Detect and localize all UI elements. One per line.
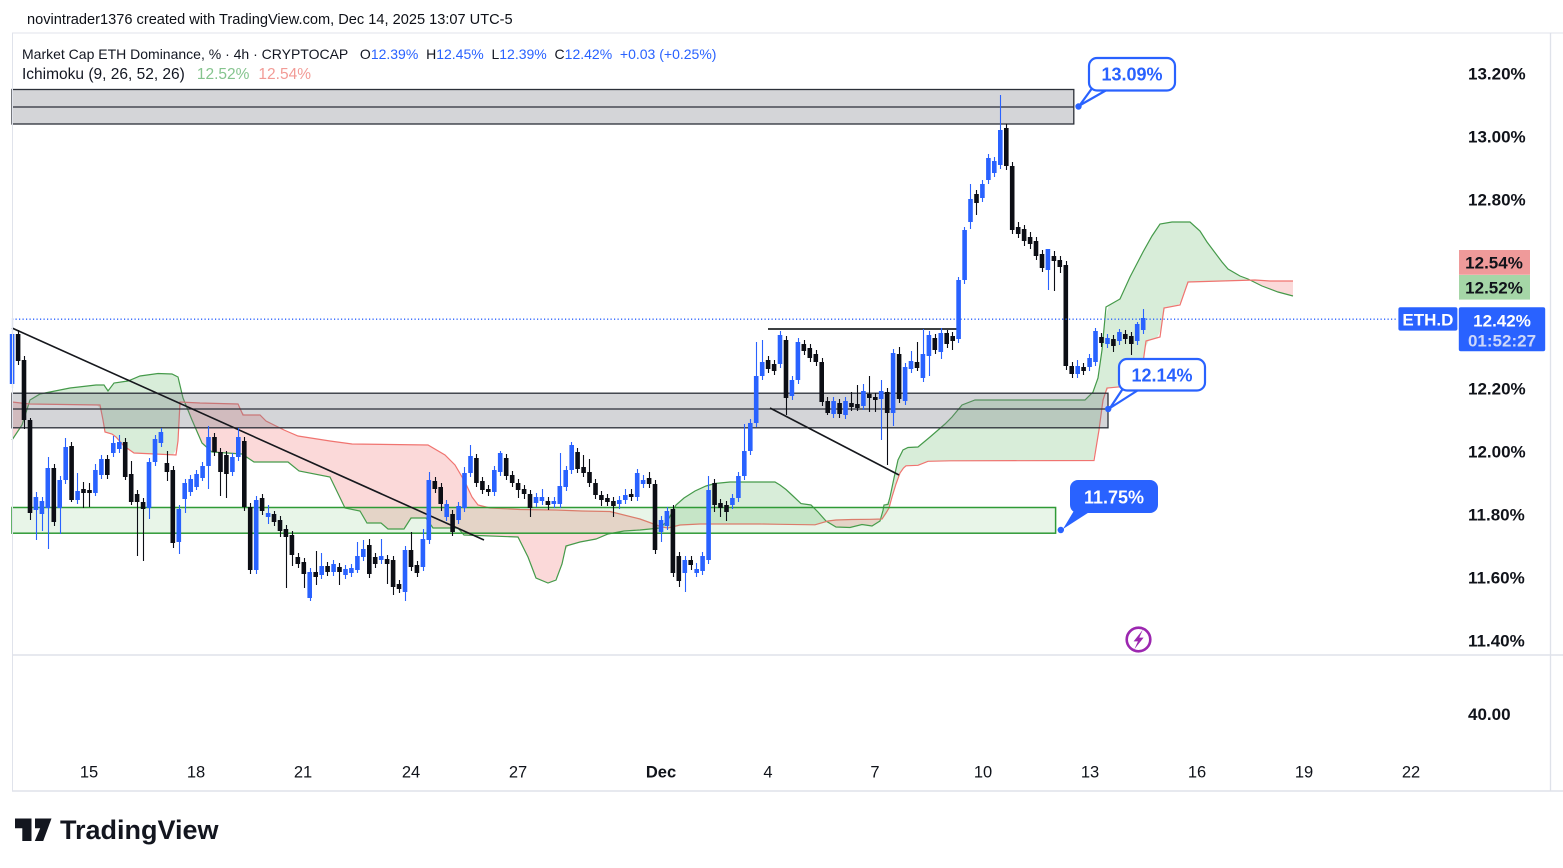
svg-text:01:52:27: 01:52:27	[1468, 331, 1536, 350]
svg-text:12.20%: 12.20%	[1468, 380, 1526, 399]
svg-text:18: 18	[187, 764, 205, 782]
svg-text:24: 24	[402, 764, 420, 782]
svg-text:13.00%: 13.00%	[1468, 128, 1526, 147]
svg-text:15: 15	[80, 764, 98, 782]
svg-text:12.14%: 12.14%	[1131, 366, 1192, 386]
svg-text:11.80%: 11.80%	[1468, 506, 1525, 525]
svg-text:22: 22	[1402, 764, 1420, 782]
svg-text:12.80%: 12.80%	[1468, 191, 1526, 210]
svg-text:16: 16	[1188, 764, 1206, 782]
svg-text:13: 13	[1081, 764, 1099, 782]
svg-text:10: 10	[974, 764, 992, 782]
svg-text:27: 27	[509, 764, 527, 782]
svg-text:12.42%: 12.42%	[1473, 311, 1531, 330]
svg-text:40.00: 40.00	[1468, 705, 1511, 724]
svg-text:11.40%: 11.40%	[1468, 632, 1525, 651]
svg-text:12.54%: 12.54%	[1465, 254, 1523, 273]
svg-text:13.20%: 13.20%	[1468, 65, 1526, 84]
svg-text:11.75%: 11.75%	[1084, 488, 1144, 508]
svg-text:11.60%: 11.60%	[1468, 569, 1525, 588]
svg-text:TradingView: TradingView	[60, 815, 220, 845]
svg-text:4: 4	[763, 764, 772, 782]
svg-text:19: 19	[1295, 764, 1313, 782]
svg-text:21: 21	[294, 764, 312, 782]
svg-text:13.09%: 13.09%	[1101, 65, 1162, 85]
svg-text:12.00%: 12.00%	[1468, 443, 1526, 462]
svg-text:12.52%: 12.52%	[1465, 279, 1523, 298]
svg-text:7: 7	[870, 764, 879, 782]
svg-text:ETH.D: ETH.D	[1402, 310, 1453, 329]
svg-text:Dec: Dec	[646, 764, 676, 782]
